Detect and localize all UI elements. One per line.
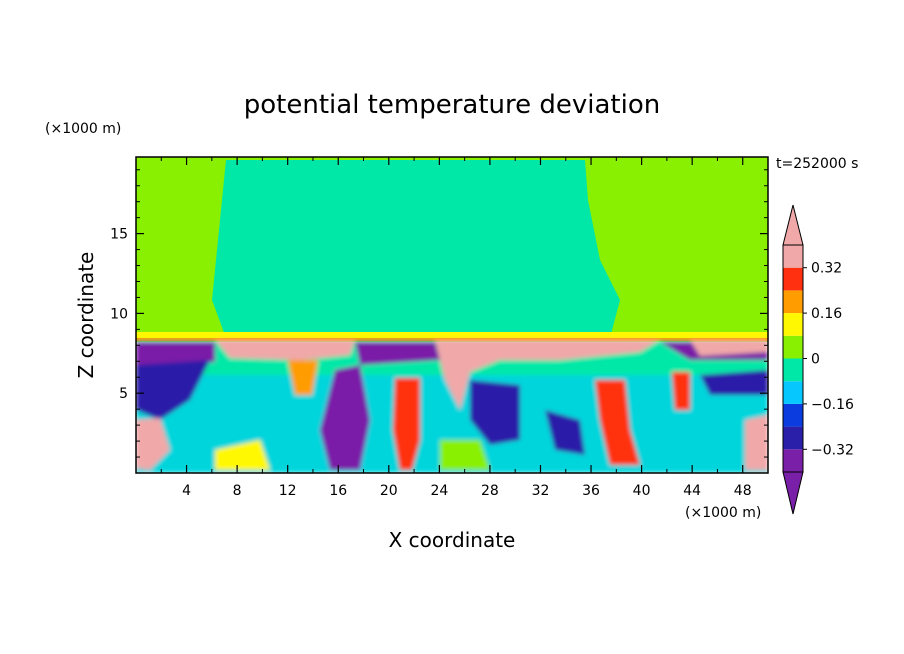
upper-core <box>212 160 620 338</box>
x-tick-label: 32 <box>532 483 550 499</box>
y-unit-label: (×1000 m) <box>45 121 121 137</box>
purple-plume-2 <box>470 380 520 445</box>
colorbar-segment <box>783 403 803 427</box>
dark-blue-mid <box>545 410 585 455</box>
thin-orange-band <box>136 338 768 341</box>
dark-blue-right <box>700 370 768 395</box>
colorbar-segment <box>783 313 803 336</box>
colorbar-high-arrow <box>782 204 804 246</box>
colorbar-tick-label: −0.32 <box>811 442 854 458</box>
yellow-patch <box>215 440 270 470</box>
pink-cap-1 <box>215 340 355 360</box>
x-ticks: 4 8 12 16 20 24 28 32 36 40 44 48 <box>160 157 752 499</box>
colorbar-segment <box>783 290 803 314</box>
chart-title: potential temperature deviation <box>244 90 660 120</box>
pink-right-edge <box>745 415 768 470</box>
red-plume-1 <box>393 378 420 470</box>
x-tick-label: 16 <box>329 483 347 499</box>
colorbar-segment <box>783 449 803 472</box>
dark-blue-left <box>136 360 210 420</box>
x-tick-label: 12 <box>279 483 297 499</box>
x-tick-label: 8 <box>233 483 242 499</box>
green-patch <box>440 440 490 470</box>
red-plume-2 <box>595 380 640 465</box>
x-tick-label: 4 <box>182 483 191 499</box>
heatmap-field <box>136 157 768 473</box>
colorbar-segment <box>783 245 803 268</box>
x-tick-label: 44 <box>683 483 701 499</box>
colorbar-tick-label: 0.32 <box>811 261 842 277</box>
y-axis-label: Z coordinate <box>74 252 98 379</box>
x-tick-label: 40 <box>633 483 651 499</box>
colorbar-tick-label: 0.16 <box>811 306 842 322</box>
y-tick-label: 15 <box>110 227 128 243</box>
y-tick-label: 10 <box>110 306 128 322</box>
colorbar-segment <box>783 335 803 359</box>
x-tick-label: 24 <box>430 483 448 499</box>
colorbar-segment <box>783 381 803 404</box>
y-tick-label: 5 <box>119 386 128 402</box>
x-tick-label: 36 <box>582 483 600 499</box>
x-tick-label: 48 <box>734 483 752 499</box>
purple-band-2 <box>355 342 440 365</box>
thin-yellow-band <box>136 332 768 338</box>
colorbar-segment <box>783 267 803 291</box>
purple-plume-1 <box>320 365 370 470</box>
colorbar-low-arrow <box>782 471 804 515</box>
x-axis-label: X coordinate <box>389 528 516 552</box>
pink-cap-3 <box>690 340 768 356</box>
pink-cap-2 <box>435 340 660 410</box>
x-unit-label: (×1000 m) <box>685 505 761 521</box>
plot-frame <box>135 156 769 474</box>
time-label: t=252000 s <box>776 156 858 172</box>
x-tick-label: 20 <box>380 483 398 499</box>
colorbar-tick-label: −0.16 <box>811 397 854 413</box>
colorbar-segment <box>783 358 803 382</box>
colorbar: 0.32 0.16 0 −0.16 −0.32 <box>782 204 854 515</box>
colorbar-segment <box>783 426 803 450</box>
red-plume-3 <box>672 372 690 410</box>
orange-plume-1 <box>288 360 318 395</box>
x-tick-label: 28 <box>481 483 499 499</box>
y-ticks: 5 10 15 <box>110 169 768 458</box>
pink-left-edge <box>136 418 170 470</box>
colorbar-tick-label: 0 <box>811 352 820 368</box>
